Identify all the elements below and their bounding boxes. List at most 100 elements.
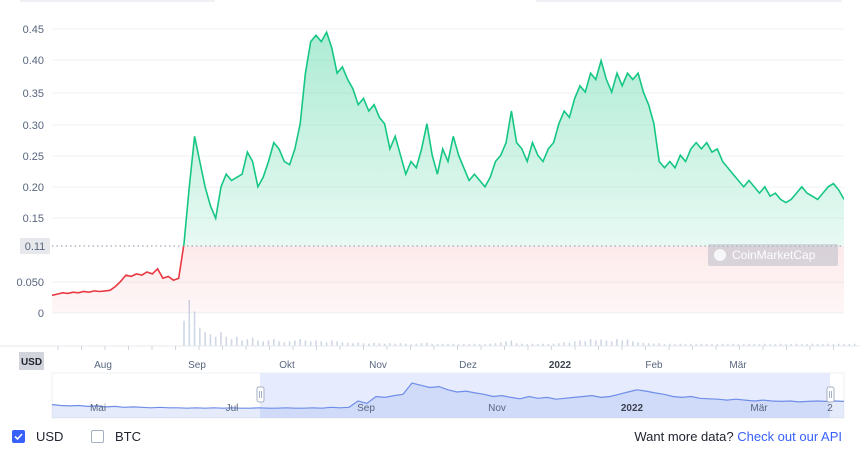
watermark: CoinMarketCap xyxy=(708,244,838,266)
x-tick-label: Okt xyxy=(279,360,295,371)
coinmarketcap-logo-icon xyxy=(714,249,726,261)
volume-bar xyxy=(299,339,301,346)
volume-bar xyxy=(315,340,317,346)
volume-bar xyxy=(558,343,560,346)
volume-bar xyxy=(637,342,639,346)
volume-bar xyxy=(283,342,286,346)
btc-checkbox[interactable] xyxy=(91,430,104,443)
threshold-label-box xyxy=(20,238,50,254)
volume-bar xyxy=(716,344,719,346)
volume-bar xyxy=(589,339,592,346)
volume-bar xyxy=(399,343,402,346)
volume-bar xyxy=(257,340,259,346)
volume-bar xyxy=(626,339,629,346)
volume-bar xyxy=(658,343,660,346)
volume-bar xyxy=(378,343,381,346)
navigator-left-handle[interactable] xyxy=(256,386,265,403)
volume-bar xyxy=(816,344,819,346)
volume-bar xyxy=(742,344,745,346)
volume-bar xyxy=(536,344,539,346)
volume-bar xyxy=(610,341,613,346)
navigator-tick-label: Sep xyxy=(357,403,375,414)
usd-checkbox[interactable] xyxy=(12,430,25,443)
navigator-area xyxy=(52,383,844,418)
volume-bar xyxy=(563,342,565,346)
volume-bar xyxy=(288,341,291,346)
volume-bar xyxy=(304,340,307,346)
volume-bar xyxy=(352,343,354,346)
volume-bar xyxy=(468,344,470,346)
volume-bar xyxy=(214,336,217,346)
volume-bar xyxy=(769,344,771,346)
volume-bar xyxy=(230,339,233,346)
volume-bar xyxy=(515,343,518,346)
volume-bar xyxy=(753,344,756,346)
volume-bar xyxy=(278,341,280,346)
api-link[interactable]: Check out our API xyxy=(737,429,842,444)
btc-label[interactable]: BTC xyxy=(115,429,141,444)
y-axis: 0 0.050 0.15 0.20 0.25 0.30 0.35 0.40 0.45 xyxy=(16,24,44,320)
volume-bar xyxy=(494,343,497,346)
volume-bar xyxy=(705,344,708,346)
volume-bar xyxy=(542,343,544,346)
x-axis: Aug Sep Okt Nov Dez 2022 Feb Mär USD xyxy=(0,345,860,371)
footer: USD BTC Want more data? Check out our AP… xyxy=(0,424,860,452)
volume-bar xyxy=(441,343,444,346)
volume-bar xyxy=(647,343,650,346)
volume-bar xyxy=(183,320,185,346)
volume-bars xyxy=(183,300,856,346)
y-tick-label: 0 xyxy=(38,308,44,320)
volume-bar xyxy=(774,344,777,346)
threshold-line: 0.11 xyxy=(20,238,844,254)
volume-bar xyxy=(331,340,333,346)
y-tick-label: 0.45 xyxy=(23,24,44,36)
top-tab-indicator-left xyxy=(20,0,215,2)
volume-bar xyxy=(674,344,676,346)
navigator-tick-label: Jul xyxy=(226,403,239,414)
volume-bar xyxy=(727,344,729,346)
volume-bar xyxy=(272,339,275,346)
volume-bar xyxy=(341,342,344,346)
volume-bar xyxy=(193,311,196,346)
volume-bar xyxy=(700,343,703,346)
x-tick-label: Aug xyxy=(94,360,112,371)
price-line-above xyxy=(182,30,844,246)
watermark-text: CoinMarketCap xyxy=(732,248,816,262)
volume-bar xyxy=(737,344,740,346)
volume-bar xyxy=(595,340,597,346)
price-area-below xyxy=(52,246,844,313)
volume-bar xyxy=(510,340,513,346)
volume-bar xyxy=(489,343,492,346)
volume-bar xyxy=(404,343,407,346)
volume-bar xyxy=(827,343,829,346)
volume-bar xyxy=(383,343,386,346)
volume-bar xyxy=(843,344,845,346)
x-tick-label: Feb xyxy=(645,360,663,371)
volume-bar xyxy=(320,341,323,346)
volume-bar xyxy=(262,341,264,346)
currency-tag-box xyxy=(19,352,44,370)
volume-bar xyxy=(336,341,338,346)
volume-bar xyxy=(426,342,428,346)
volume-bar xyxy=(431,343,433,346)
volume-bar xyxy=(251,337,254,346)
volume-bar xyxy=(188,300,191,346)
range-navigator[interactable]: Mai Jul Sep Nov 2022 Mär 2 xyxy=(51,372,845,419)
x-tick-label: Sep xyxy=(188,360,206,371)
usd-label[interactable]: USD xyxy=(36,429,64,444)
volume-bar xyxy=(346,342,349,346)
volume-bar xyxy=(732,343,734,346)
y-tick-label: 0.35 xyxy=(23,88,44,100)
price-areas xyxy=(52,32,844,313)
volume-bar xyxy=(811,343,814,346)
volume-bar xyxy=(505,341,507,346)
volume-bar xyxy=(721,343,724,346)
volume-bar xyxy=(547,344,550,346)
volume-bar xyxy=(748,343,750,346)
currency-tag: USD xyxy=(21,357,42,368)
volume-bar xyxy=(500,342,502,346)
check-icon xyxy=(14,433,23,441)
navigator-right-handle[interactable] xyxy=(826,386,835,403)
volume-bar xyxy=(653,343,655,346)
